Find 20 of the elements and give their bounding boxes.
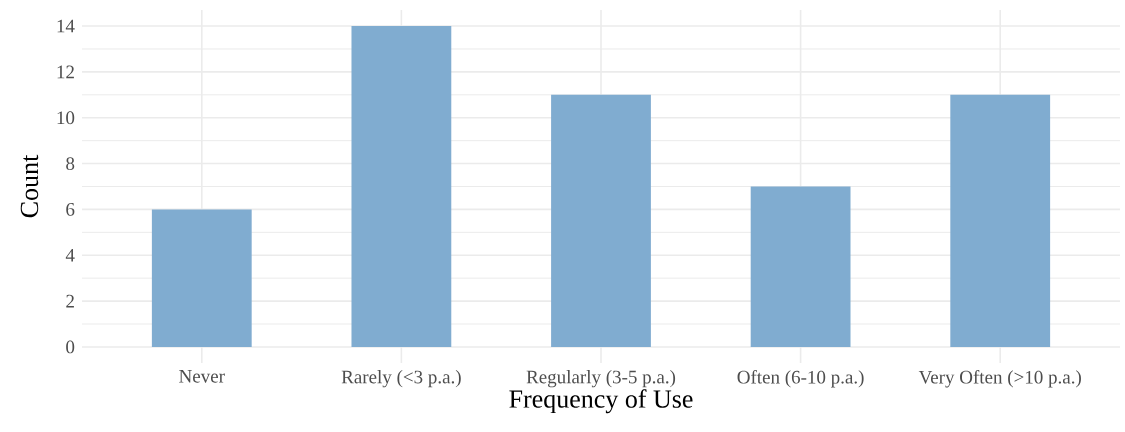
x-tick-label: Often (6-10 p.a.)	[737, 370, 864, 388]
y-tick-label: 10	[57, 111, 75, 125]
x-axis-title: Frequency of Use	[509, 389, 693, 414]
y-tick-label: 2	[66, 294, 74, 308]
y-tick-label: 8	[66, 157, 75, 170]
x-tick-label: Rarely (<3 p.a.)	[341, 370, 461, 388]
y-tick-label: 0	[66, 340, 75, 354]
y-axis-title: Count	[20, 154, 39, 218]
bar	[351, 26, 452, 347]
bar	[551, 94, 651, 347]
y-tick-label: 4	[65, 248, 75, 262]
bar	[950, 94, 1051, 347]
y-tick-label: 12	[57, 65, 74, 79]
bar	[750, 186, 851, 347]
x-tick-label: Never	[179, 370, 225, 383]
bar	[151, 209, 252, 347]
x-tick-label: Very Often (>10 p.a.)	[918, 370, 1081, 388]
x-tick-label: Regularly (3-5 p.a.)	[526, 370, 676, 388]
y-tick-label: 14	[57, 19, 75, 33]
y-tick-label: 6	[66, 203, 75, 216]
